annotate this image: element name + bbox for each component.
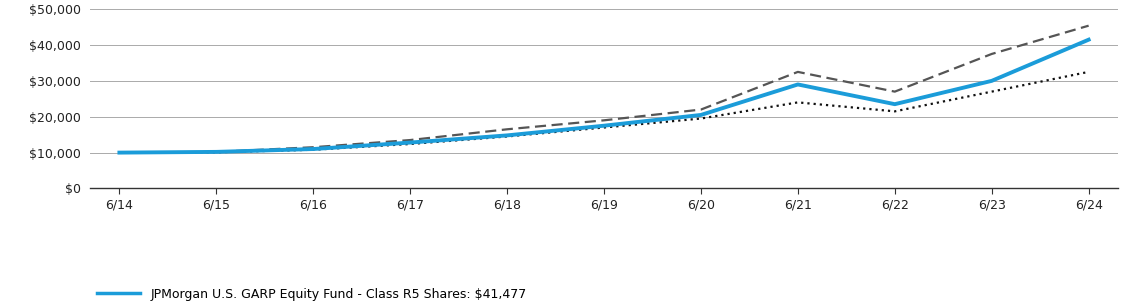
Legend: JPMorgan U.S. GARP Equity Fund - Class R5 Shares: $41,477, Russell 1000  Index: : JPMorgan U.S. GARP Equity Fund - Class R…: [97, 288, 526, 304]
